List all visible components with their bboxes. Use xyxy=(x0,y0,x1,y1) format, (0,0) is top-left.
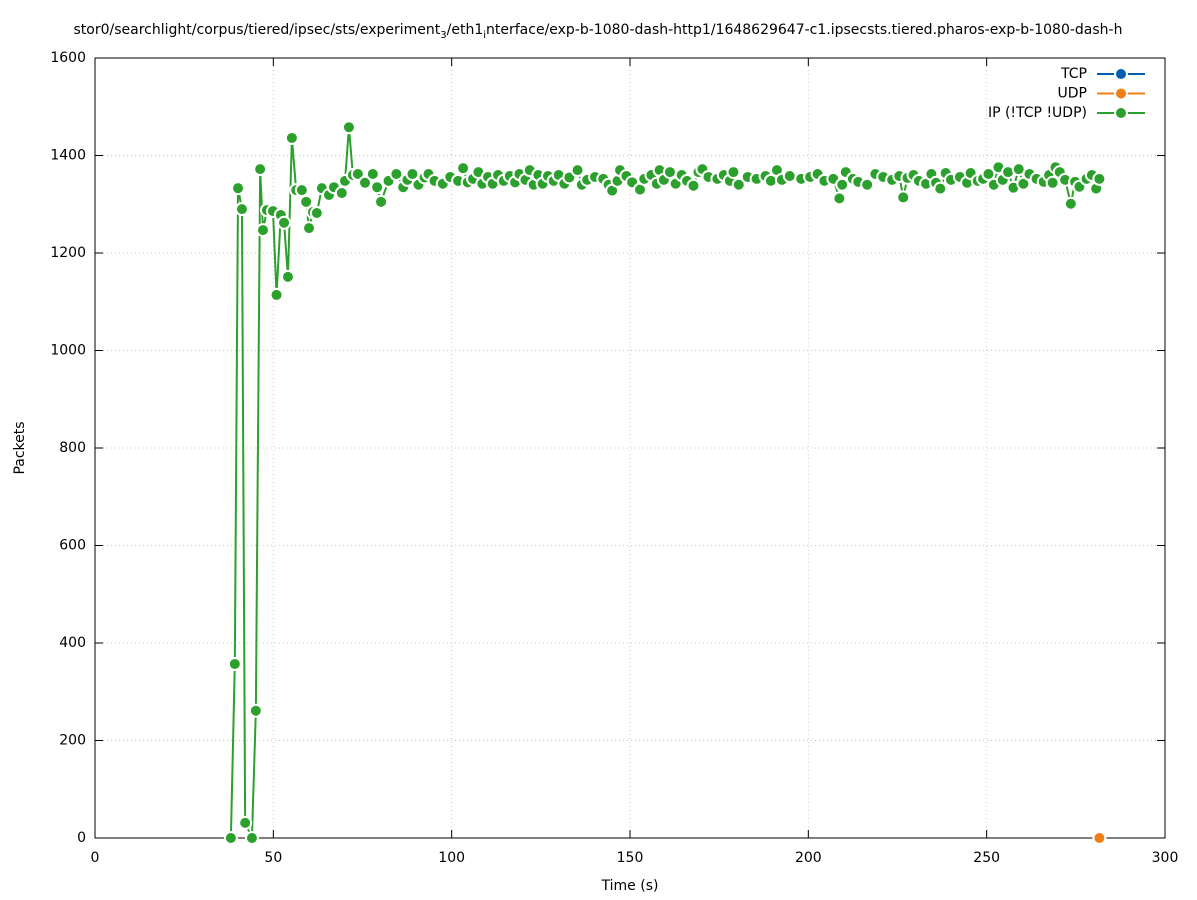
data-point xyxy=(405,167,420,182)
plot-border xyxy=(94,57,1166,839)
legend-swatch-marker xyxy=(1114,67,1128,81)
y-tick-label: 400 xyxy=(59,635,86,651)
data-point xyxy=(244,831,259,845)
data-point xyxy=(294,183,309,198)
data-point xyxy=(334,186,349,201)
legend-label: TCP xyxy=(1060,66,1087,82)
data-point xyxy=(357,175,372,190)
data-point xyxy=(456,161,471,176)
data-point xyxy=(350,167,365,182)
data-point xyxy=(302,221,316,236)
y-tick-label: 1600 xyxy=(50,50,86,66)
y-tick-label: 0 xyxy=(77,830,86,846)
x-tick-label: 100 xyxy=(438,850,465,866)
data-point xyxy=(981,167,996,182)
data-point xyxy=(782,168,797,183)
title-part: stor0/searchlight/corpus/tiered/ipsec/st… xyxy=(74,22,441,38)
data-point xyxy=(731,177,746,192)
data-point xyxy=(231,181,246,196)
title-subscript: i xyxy=(483,30,486,41)
data-point xyxy=(686,178,701,193)
y-tick-label: 1400 xyxy=(50,148,86,164)
x-tick-label: 300 xyxy=(1152,850,1179,866)
data-point xyxy=(238,815,253,830)
x-tick-label: 0 xyxy=(91,850,100,866)
x-tick-label: 200 xyxy=(795,850,822,866)
legend-label: UDP xyxy=(1058,86,1087,102)
title-part: nterface/exp-b-1080-dash-http1/164862964… xyxy=(486,22,1122,38)
data-point xyxy=(370,180,385,195)
x-tick-label: 150 xyxy=(617,850,644,866)
data-point xyxy=(365,167,380,182)
data-point xyxy=(374,194,389,209)
legend-label: IP (!TCP !UDP) xyxy=(988,105,1087,121)
data-point xyxy=(1063,196,1078,211)
data-point xyxy=(835,177,850,192)
x-tick-label: 250 xyxy=(973,850,1000,866)
data-point xyxy=(1016,176,1031,191)
legend-swatch-marker xyxy=(1114,106,1128,120)
data-point xyxy=(255,223,270,238)
y-tick-label: 1000 xyxy=(50,343,86,359)
data-point xyxy=(223,831,238,845)
data-point xyxy=(570,163,585,178)
data-point xyxy=(299,194,314,209)
y-tick-label: 1200 xyxy=(50,245,86,261)
data-point xyxy=(1092,831,1107,845)
data-point xyxy=(309,206,324,221)
data-point xyxy=(389,167,404,182)
data-point xyxy=(227,656,242,671)
data-point xyxy=(832,191,847,206)
data-point xyxy=(933,181,948,196)
data-point xyxy=(277,215,292,230)
x-axis-label: Time (s) xyxy=(601,878,659,894)
data-point xyxy=(860,177,875,192)
data-point xyxy=(1092,171,1107,186)
data-point xyxy=(341,120,356,135)
data-point xyxy=(280,269,295,284)
data-point xyxy=(234,202,249,217)
data-point xyxy=(1045,175,1060,190)
data-point xyxy=(284,130,299,145)
data-point xyxy=(726,165,741,180)
legend-swatch-marker xyxy=(1114,86,1128,101)
title-subscript: 3 xyxy=(440,30,446,41)
title-part: /eth1 xyxy=(447,22,484,38)
data-point xyxy=(269,287,284,302)
y-tick-label: 200 xyxy=(59,733,86,749)
x-tick-label: 50 xyxy=(264,850,282,866)
data-point xyxy=(248,703,263,718)
data-point xyxy=(662,165,677,180)
chart-title: stor0/searchlight/corpus/tiered/ipsec/st… xyxy=(74,22,1123,41)
data-point xyxy=(896,190,911,205)
y-tick-label: 600 xyxy=(59,538,86,554)
data-point xyxy=(253,162,268,177)
y-tick-label: 800 xyxy=(59,440,86,456)
y-axis-label: Packets xyxy=(12,421,28,474)
